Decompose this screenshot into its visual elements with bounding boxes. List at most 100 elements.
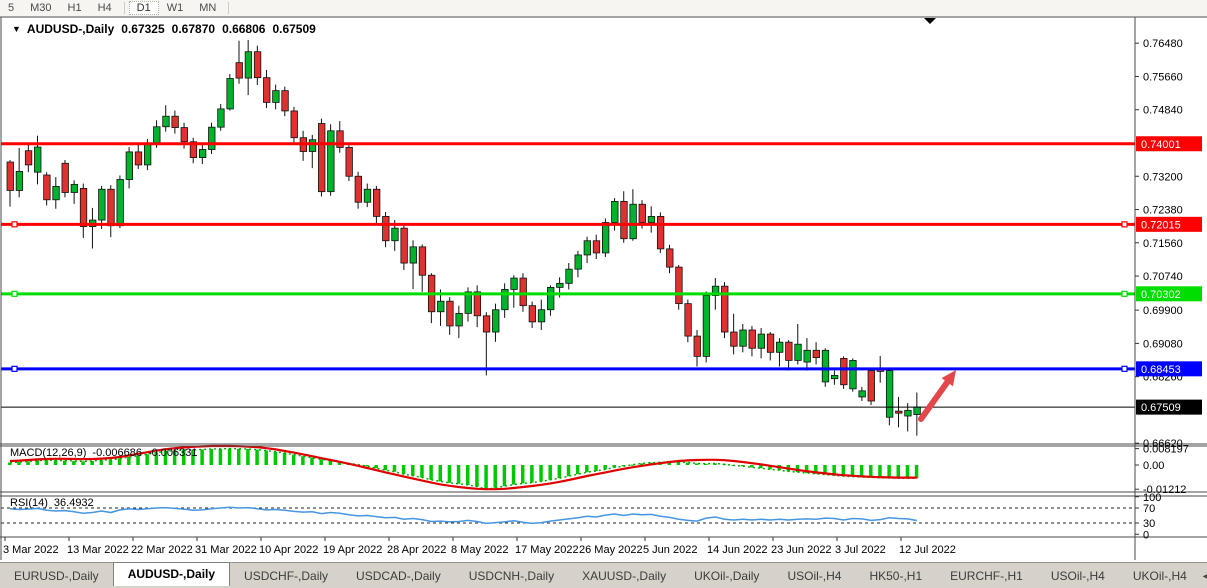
- symbol-tab-usdchf-daily[interactable]: USDCHF-,Daily: [244, 568, 329, 583]
- candle-body: [34, 146, 42, 173]
- symbol-tab-usoil-h4[interactable]: USOil-,H4: [787, 568, 842, 583]
- candle-body: [510, 277, 518, 290]
- symbol-tab-eurchf-h1[interactable]: EURCHF-,H1: [950, 568, 1023, 583]
- macd-histogram-bar: [887, 465, 891, 478]
- price-axis-label: 0.74840: [1143, 105, 1183, 117]
- candle-body: [409, 246, 417, 264]
- macd-histogram-bar: [392, 465, 397, 472]
- candle-body: [482, 315, 491, 333]
- macd-histogram-bar: [374, 465, 378, 469]
- symbol-tab-audusd-daily[interactable]: AUDUSD-,Daily: [112, 561, 231, 586]
- macd-histogram-bar: [878, 465, 882, 478]
- price-axis-label: 0.75660: [1143, 71, 1183, 83]
- price-badge-label: 0.72015: [1141, 219, 1181, 231]
- candle-body: [794, 343, 802, 361]
- candle-body: [244, 51, 253, 79]
- macd-histogram-bar: [603, 465, 607, 470]
- rsi-indicator-label: RSI(14) 36.4932: [10, 497, 94, 509]
- price-badge: [1136, 216, 1202, 232]
- candle-body: [189, 141, 198, 158]
- candle-body: [821, 349, 830, 383]
- macd-histogram-bar: [301, 456, 305, 465]
- symbol-tab-xauusd-daily[interactable]: XAUUSD-,Daily: [582, 568, 667, 583]
- macd-histogram-bar: [53, 460, 58, 465]
- line-handle[interactable]: [1121, 221, 1128, 228]
- price-axis-label: 0.76480: [1143, 38, 1183, 50]
- line-handle[interactable]: [11, 290, 18, 297]
- symbol-tab-ukoil-h4[interactable]: UKOil-,H4: [1132, 568, 1187, 583]
- date-axis-label: 14 Jun 2022: [707, 544, 768, 556]
- symbol-tab-usoil-h4[interactable]: USOil-,H4: [1050, 568, 1105, 583]
- line-handle[interactable]: [1121, 365, 1128, 372]
- macd-histogram-bar: [200, 449, 204, 465]
- macd-histogram-bar: [136, 455, 140, 465]
- price-axis-label: 0.71560: [1143, 238, 1183, 250]
- candle-body: [602, 222, 610, 254]
- candle-body: [290, 110, 298, 139]
- candle-body: [785, 341, 793, 361]
- candle-body: [831, 375, 839, 380]
- trend-arrow-shaft[interactable]: [918, 375, 953, 422]
- symbol-tab-ukoil-daily[interactable]: UKOil-,Daily: [694, 568, 760, 583]
- candle-body: [400, 227, 408, 264]
- macd-histogram-bar: [612, 465, 617, 468]
- rsi-axis-label: 30: [1143, 518, 1155, 530]
- macd-histogram-bar: [749, 465, 754, 468]
- timeframe-button-h4[interactable]: H4: [97, 2, 112, 14]
- macd-main-value: -0.006686: [92, 447, 142, 459]
- price-axis-label: 0.69900: [1143, 305, 1183, 317]
- candle-body: [464, 291, 472, 314]
- symbol-tab-eurusd-daily[interactable]: EURUSD-,Daily: [14, 568, 99, 583]
- candle-body: [812, 349, 820, 358]
- symbol-tab-hk50-h1[interactable]: HK50-,H1: [869, 568, 923, 583]
- toolbar-separator: [123, 2, 125, 14]
- timeframe-button-d1[interactable]: D1: [128, 1, 159, 15]
- candle-body: [904, 409, 912, 417]
- symbol-dropdown-icon[interactable]: ▼: [12, 24, 21, 34]
- candle-body: [363, 188, 372, 203]
- macd-signal-value: -0.006331: [147, 447, 198, 459]
- rsi-axis-label: 100: [1143, 492, 1161, 504]
- timeframe-button-5[interactable]: 5: [8, 2, 15, 14]
- symbol-tab-usdcnh-daily[interactable]: USDCNH-,Daily: [468, 568, 555, 583]
- candle-body: [684, 303, 692, 337]
- timeframe-button-h1[interactable]: H1: [67, 2, 82, 14]
- timeframe-button-w1[interactable]: W1: [166, 2, 184, 14]
- macd-histogram-bar: [814, 465, 818, 474]
- macd-histogram-bar: [154, 452, 159, 465]
- macd-histogram-bar: [35, 460, 39, 465]
- line-handle[interactable]: [11, 365, 18, 372]
- candle-body: [611, 201, 619, 223]
- macd-histogram-bar: [273, 451, 278, 465]
- macd-histogram-bar: [365, 465, 369, 467]
- price-badge: [1136, 361, 1202, 377]
- macd-histogram-bar: [81, 461, 85, 465]
- trend-arrow-head[interactable]: [941, 370, 956, 387]
- candle-body: [721, 285, 729, 333]
- macd-histogram-bar: [466, 465, 470, 485]
- macd-histogram-bar: [511, 465, 516, 485]
- candle-body: [547, 287, 555, 311]
- macd-indicator-label: MACD(12,26,9) -0.006686 -0.006331: [10, 447, 198, 459]
- candle-body: [308, 139, 317, 152]
- macd-histogram-bar: [896, 465, 901, 479]
- candle-body: [840, 358, 848, 386]
- candle-body: [693, 335, 701, 357]
- date-axis-label: 23 Jun 2022: [771, 544, 832, 556]
- candle-body: [263, 77, 271, 103]
- macd-histogram-bar: [667, 462, 672, 465]
- timeframe-button-mn[interactable]: MN: [199, 2, 217, 14]
- chart-canvas[interactable]: 0.76480 0.75660 0.74840 0.73200 0.72380 0.715…: [0, 0, 1207, 562]
- candle-body: [226, 78, 234, 110]
- tab-scroll-left-icon[interactable]: ◄: [1200, 570, 1207, 581]
- price-axis-label: 0.70740: [1143, 271, 1183, 283]
- line-handle[interactable]: [11, 221, 18, 228]
- line-handle[interactable]: [1121, 290, 1128, 297]
- candle-body: [281, 90, 289, 112]
- candle-body: [15, 170, 24, 191]
- rsi-line: [9, 506, 917, 525]
- timeframe-button-m30[interactable]: M30: [30, 2, 52, 14]
- ohlc-close: 0.67509: [272, 22, 316, 36]
- candle-body: [125, 151, 133, 180]
- symbol-tab-usdcad-daily[interactable]: USDCAD-,Daily: [356, 568, 441, 583]
